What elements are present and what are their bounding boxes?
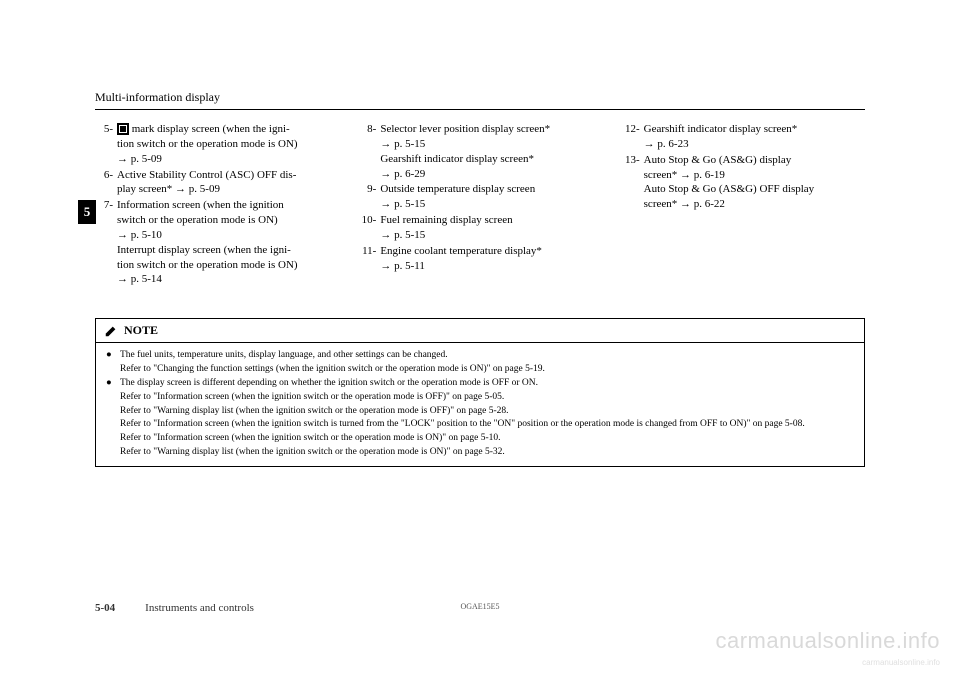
item-line: Gearshift indicator display screen* — [380, 152, 601, 167]
list-item: 13- Auto Stop & Go (AS&G) display screen… — [622, 153, 865, 212]
note-sub-line: Refer to "Information screen (when the i… — [106, 432, 854, 445]
item-body: Outside temperature display screen → p. … — [380, 182, 601, 212]
item-line: Auto Stop & Go (AS&G) OFF display — [644, 182, 865, 197]
list-item: 6- Active Stability Control (ASC) OFF di… — [95, 168, 338, 198]
note-sub-line: Refer to "Information screen (when the i… — [106, 391, 854, 404]
chapter-tab: 5 — [78, 200, 96, 224]
item-body: Information screen (when the ignition sw… — [117, 198, 338, 287]
item-line: Engine coolant temperature display* — [380, 244, 601, 259]
item-line: Selector lever position display screen* — [380, 122, 601, 137]
note-box: NOTE ● The fuel units, temperature units… — [95, 318, 865, 467]
item-line: Active Stability Control (ASC) OFF dis- — [117, 168, 338, 183]
footer-page-number: 5-04 — [95, 602, 115, 614]
item-line: → p. 5-11 — [380, 259, 601, 274]
item-line: mark display screen (when the igni- — [129, 123, 290, 135]
item-line: screen* → p. 6-19 — [644, 168, 865, 183]
page-footer: 5-04 Instruments and controls OGAE15E5 — [95, 602, 865, 614]
column-2: 8- Selector lever position display scree… — [358, 122, 601, 288]
item-number: 8- — [358, 122, 380, 181]
item-line: → p. 5-15 — [380, 228, 601, 243]
item-line: Fuel remaining display screen — [380, 213, 601, 228]
item-body: mark display screen (when the igni- tion… — [117, 122, 338, 167]
item-number: 7- — [95, 198, 117, 287]
watermark-large: carmanualsonline.info — [715, 628, 940, 654]
note-body: ● The fuel units, temperature units, dis… — [96, 343, 864, 466]
item-body: Active Stability Control (ASC) OFF dis- … — [117, 168, 338, 198]
item-body: Gearshift indicator display screen* → p.… — [644, 122, 865, 152]
item-line: play screen* → p. 5-09 — [117, 182, 338, 197]
item-number: 13- — [622, 153, 644, 212]
item-number: 9- — [358, 182, 380, 212]
page-header: Multi-information display — [95, 90, 865, 110]
item-line: → p. 5-15 — [380, 137, 601, 152]
bullet-mark: ● — [106, 349, 120, 362]
list-item: 10- Fuel remaining display screen → p. 5… — [358, 213, 601, 243]
list-item: 11- Engine coolant temperature display* … — [358, 244, 601, 274]
header-title: Multi-information display — [95, 90, 865, 105]
note-sub-line: Refer to "Information screen (when the i… — [106, 418, 854, 431]
item-number: 5- — [95, 122, 117, 167]
note-pencil-icon — [104, 324, 118, 338]
note-sub-line: Refer to "Warning display list (when the… — [106, 405, 854, 418]
item-line: → p. 5-10 — [117, 228, 338, 243]
item-line: Information screen (when the ignition — [117, 198, 338, 213]
item-number: 10- — [358, 213, 380, 243]
footer-doc-code: OGAE15E5 — [460, 602, 499, 611]
bullet-mark: ● — [106, 377, 120, 390]
note-sub-line: Refer to "Warning display list (when the… — [106, 446, 854, 459]
note-label: NOTE — [124, 323, 158, 338]
note-header: NOTE — [96, 319, 864, 343]
item-body: Selector lever position display screen* … — [380, 122, 601, 181]
item-line: Interrupt display screen (when the igni- — [117, 243, 338, 258]
item-line: Gearshift indicator display screen* — [644, 122, 865, 137]
note-bullet: ● The display screen is different depend… — [106, 377, 854, 390]
item-body: Auto Stop & Go (AS&G) display screen* → … — [644, 153, 865, 212]
mark-icon — [117, 123, 129, 135]
item-line: → p. 6-23 — [644, 137, 865, 152]
bullet-text: The fuel units, temperature units, displ… — [120, 349, 854, 362]
note-sub-line: Refer to "Changing the function settings… — [106, 363, 854, 376]
item-number: 12- — [622, 122, 644, 152]
header-rule — [95, 109, 865, 110]
item-number: 6- — [95, 168, 117, 198]
column-1: 5- mark display screen (when the igni- t… — [95, 122, 338, 288]
column-3: 12- Gearshift indicator display screen* … — [622, 122, 865, 288]
item-line: tion switch or the operation mode is ON) — [117, 137, 338, 152]
list-item: 9- Outside temperature display screen → … — [358, 182, 601, 212]
list-item: 7- Information screen (when the ignition… — [95, 198, 338, 287]
item-line: screen* → p. 6-22 — [644, 197, 865, 212]
content-columns: 5- mark display screen (when the igni- t… — [95, 122, 865, 288]
item-line: switch or the operation mode is ON) — [117, 213, 338, 228]
footer-section-title: Instruments and controls — [145, 602, 254, 614]
item-line: → p. 5-14 — [117, 272, 338, 287]
note-bullet: ● The fuel units, temperature units, dis… — [106, 349, 854, 362]
item-line: Outside temperature display screen — [380, 182, 601, 197]
item-body: Engine coolant temperature display* → p.… — [380, 244, 601, 274]
item-number: 11- — [358, 244, 380, 274]
item-line: tion switch or the operation mode is ON) — [117, 258, 338, 273]
list-item: 8- Selector lever position display scree… — [358, 122, 601, 181]
bullet-text: The display screen is different dependin… — [120, 377, 854, 390]
item-line: → p. 6-29 — [380, 167, 601, 182]
watermark-small: carmanualsonline.info — [862, 658, 940, 667]
item-body: Fuel remaining display screen → p. 5-15 — [380, 213, 601, 243]
item-line: → p. 5-09 — [117, 152, 338, 167]
list-item: 5- mark display screen (when the igni- t… — [95, 122, 338, 167]
item-line: Auto Stop & Go (AS&G) display — [644, 153, 865, 168]
item-line: → p. 5-15 — [380, 197, 601, 212]
list-item: 12- Gearshift indicator display screen* … — [622, 122, 865, 152]
